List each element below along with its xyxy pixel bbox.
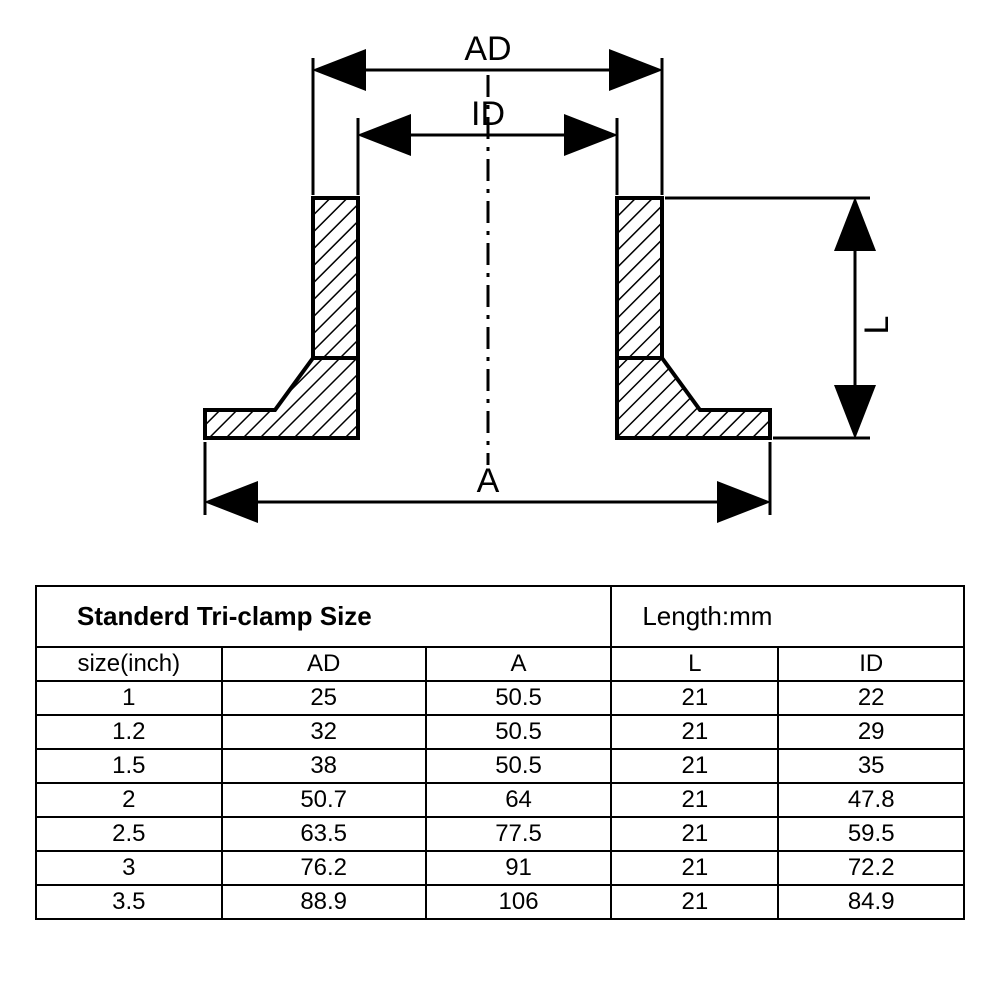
table-cell: 3.5	[36, 885, 222, 919]
table-header-row: size(inch)ADALID	[36, 647, 964, 681]
table-header-cell: A	[426, 647, 612, 681]
dim-label-id: ID	[471, 95, 505, 133]
table-cell: 91	[426, 851, 612, 885]
table-row: 12550.52122	[36, 681, 964, 715]
table-cell: 72.2	[778, 851, 964, 885]
table-cell: 59.5	[778, 817, 964, 851]
table-cell: 21	[611, 681, 778, 715]
table-header-cell: ID	[778, 647, 964, 681]
table-cell: 50.5	[426, 681, 612, 715]
dim-label-a: A	[477, 462, 500, 500]
table-cell: 1	[36, 681, 222, 715]
table-cell: 21	[611, 715, 778, 749]
table-cell: 35	[778, 749, 964, 783]
table-header-cell: AD	[222, 647, 426, 681]
table-cell: 21	[611, 749, 778, 783]
table-cell: 1.5	[36, 749, 222, 783]
table-cell: 77.5	[426, 817, 612, 851]
table-cell: 21	[611, 851, 778, 885]
table-cell: 76.2	[222, 851, 426, 885]
table-cell: 50.5	[426, 749, 612, 783]
table-cell: 21	[611, 885, 778, 919]
table-cell: 32	[222, 715, 426, 749]
table-header-cell: size(inch)	[36, 647, 222, 681]
table-cell: 29	[778, 715, 964, 749]
table-cell: 2.5	[36, 817, 222, 851]
spec-table: Standerd Tri-clamp Size Length:mm size(i…	[35, 585, 965, 920]
table-cell: 63.5	[222, 817, 426, 851]
table-row: 2.563.577.52159.5	[36, 817, 964, 851]
table-cell: 25	[222, 681, 426, 715]
table-row: 1.23250.52129	[36, 715, 964, 749]
table-title-row: Standerd Tri-clamp Size Length:mm	[36, 586, 964, 647]
table-cell: 106	[426, 885, 612, 919]
dim-label-l: L	[858, 316, 896, 335]
table-unit: Length:mm	[611, 586, 964, 647]
spec-table-container: Standerd Tri-clamp Size Length:mm size(i…	[35, 585, 965, 920]
table-row: 1.53850.52135	[36, 749, 964, 783]
table-cell: 3	[36, 851, 222, 885]
table-cell: 2	[36, 783, 222, 817]
table-cell: 38	[222, 749, 426, 783]
technical-drawing: AD ID A L	[100, 20, 900, 560]
table-cell: 84.9	[778, 885, 964, 919]
table-cell: 21	[611, 817, 778, 851]
table-cell: 22	[778, 681, 964, 715]
table-cell: 47.8	[778, 783, 964, 817]
table-cell: 64	[426, 783, 612, 817]
table-row: 3.588.91062184.9	[36, 885, 964, 919]
table-cell: 88.9	[222, 885, 426, 919]
table-title: Standerd Tri-clamp Size	[36, 586, 611, 647]
table-row: 376.2912172.2	[36, 851, 964, 885]
table-cell: 21	[611, 783, 778, 817]
table-header-cell: L	[611, 647, 778, 681]
ferrule-cross-section: AD ID A L	[100, 20, 900, 560]
table-row: 250.7642147.8	[36, 783, 964, 817]
dim-label-ad: AD	[464, 30, 511, 68]
table-cell: 1.2	[36, 715, 222, 749]
table-cell: 50.5	[426, 715, 612, 749]
table-cell: 50.7	[222, 783, 426, 817]
